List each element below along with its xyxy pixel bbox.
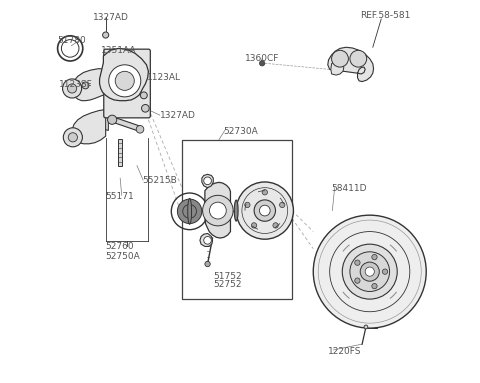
Circle shape [136,126,144,133]
Polygon shape [328,47,373,82]
Circle shape [365,267,374,276]
Circle shape [245,202,250,208]
Circle shape [62,79,82,98]
Ellipse shape [188,198,192,224]
Circle shape [355,260,360,265]
Text: 51752: 51752 [213,272,242,281]
Text: 1351AA: 1351AA [101,46,136,55]
Text: 1360CF: 1360CF [245,54,279,63]
Polygon shape [202,174,213,188]
Text: 52750A: 52750A [106,252,141,261]
Circle shape [68,84,77,93]
Circle shape [103,32,109,38]
Circle shape [105,49,112,57]
Circle shape [342,244,397,299]
Circle shape [364,325,368,329]
Text: 1123AL: 1123AL [146,72,180,82]
Polygon shape [99,48,148,101]
Circle shape [252,223,257,228]
Text: 1327AD: 1327AD [160,111,196,120]
Text: 52760: 52760 [106,242,134,251]
Circle shape [115,71,134,90]
Text: 55171: 55171 [106,192,134,201]
Circle shape [107,51,110,55]
Circle shape [262,190,267,195]
FancyBboxPatch shape [104,49,150,118]
Text: 58411D: 58411D [331,184,366,193]
Circle shape [178,199,202,224]
Circle shape [209,202,226,219]
Circle shape [108,115,117,124]
Polygon shape [368,215,377,328]
Circle shape [140,92,147,99]
Polygon shape [72,110,106,144]
Circle shape [350,50,367,67]
Ellipse shape [234,200,238,221]
Bar [182,139,292,299]
Circle shape [383,269,388,274]
Circle shape [372,254,377,260]
Circle shape [203,195,233,226]
Polygon shape [331,62,344,75]
Text: 51780: 51780 [58,36,86,45]
Circle shape [360,262,379,281]
Circle shape [205,261,210,267]
Circle shape [204,237,211,244]
Text: 52752: 52752 [213,280,242,290]
Circle shape [82,82,89,89]
Polygon shape [118,139,122,165]
Circle shape [372,283,377,289]
Circle shape [313,215,426,328]
Circle shape [279,202,285,208]
Polygon shape [72,69,106,101]
Circle shape [63,128,83,147]
Polygon shape [200,234,213,246]
Circle shape [273,223,278,228]
Polygon shape [205,182,230,238]
Text: 1327AD: 1327AD [93,13,129,22]
Circle shape [350,252,390,291]
Text: REF.58-581: REF.58-581 [360,11,410,20]
Circle shape [68,133,77,142]
Circle shape [109,65,141,97]
Circle shape [142,105,149,112]
Circle shape [260,61,265,66]
Circle shape [236,182,293,239]
Circle shape [332,50,348,67]
Text: 1123SF: 1123SF [59,80,93,89]
Circle shape [204,177,211,185]
Text: 52730A: 52730A [223,127,258,136]
Circle shape [254,200,276,221]
Text: 1220FS: 1220FS [328,347,361,355]
Circle shape [260,205,270,216]
Polygon shape [112,118,142,131]
Circle shape [355,278,360,283]
Polygon shape [99,49,148,131]
Text: 55215B: 55215B [143,176,178,185]
